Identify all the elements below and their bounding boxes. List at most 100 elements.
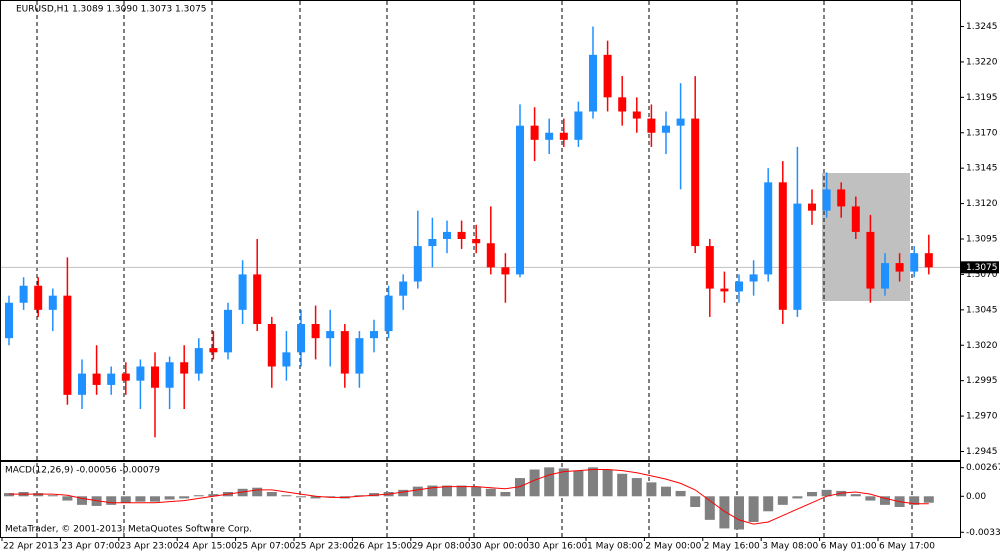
candle-body xyxy=(881,263,889,289)
candle-body xyxy=(530,125,539,140)
macd-bar xyxy=(427,485,438,497)
macd-bar xyxy=(850,494,861,497)
y-tick-label: 0.00267 xyxy=(966,463,1000,473)
macd-bar xyxy=(296,496,306,498)
candle-body xyxy=(297,324,305,353)
macd-bar xyxy=(923,496,934,503)
macd-bar xyxy=(47,495,58,497)
candle-body xyxy=(92,373,101,385)
y-tick-label: 1.3120 xyxy=(966,199,998,209)
x-tick-label: 26 Apr 15:00 xyxy=(353,542,412,552)
y-tick-label: 1.2970 xyxy=(966,412,998,422)
candle-body xyxy=(121,373,130,381)
candle-body xyxy=(822,189,831,211)
macd-bar xyxy=(909,496,920,505)
candle-body xyxy=(326,331,335,339)
candle-body xyxy=(19,285,28,303)
macd-bar xyxy=(354,495,365,497)
macd-bar xyxy=(398,489,409,497)
macd-bar xyxy=(558,468,569,497)
candle-body xyxy=(559,132,568,140)
candle-body xyxy=(107,373,116,385)
candle-body xyxy=(895,263,904,272)
y-tick-label: 1.2995 xyxy=(966,376,998,386)
candle-body xyxy=(793,203,802,310)
candle-body xyxy=(311,324,320,339)
macd-bar xyxy=(617,473,628,497)
candle-body xyxy=(749,274,758,282)
y-tick-label: 1.3170 xyxy=(966,128,998,138)
candle-body xyxy=(691,118,700,247)
macd-bar xyxy=(33,493,44,497)
x-tick-label: 29 Apr 08:00 xyxy=(412,542,471,552)
macd-bar xyxy=(573,470,584,497)
candle-body xyxy=(165,362,174,388)
macd-bar xyxy=(106,496,117,505)
candle-body xyxy=(180,362,189,374)
copyright: MetaTrader, © 2001-2013, MetaQuotes Soft… xyxy=(5,525,252,535)
macd-bar xyxy=(179,496,190,499)
candle-body xyxy=(428,239,437,247)
x-tick-label: 30 Apr 00:00 xyxy=(470,542,529,552)
macd-bar xyxy=(880,496,890,505)
candle-body xyxy=(224,309,232,353)
macd-bar xyxy=(500,492,511,497)
candle-body xyxy=(136,366,145,381)
x-tick-label: 25 Apr 07:00 xyxy=(237,542,296,552)
x-tick-label: 6 May 17:00 xyxy=(879,542,935,552)
x-tick-label: 1 May 08:00 xyxy=(587,542,643,552)
macd-bar xyxy=(369,493,379,497)
x-tick-label: 23 Apr 23:00 xyxy=(120,542,179,552)
candle-body xyxy=(662,125,670,133)
y-tick-label: 1.3195 xyxy=(966,93,998,103)
candle-body xyxy=(194,348,203,374)
macd-bar xyxy=(865,496,876,501)
candle-body xyxy=(48,295,57,310)
macd-bar xyxy=(120,496,131,503)
candle-body xyxy=(764,182,773,275)
signal-line xyxy=(9,469,929,525)
candle-body xyxy=(486,243,495,268)
candle-body xyxy=(778,182,787,310)
x-tick-label: 2 May 16:00 xyxy=(704,542,760,552)
x-tick-label: 24 Apr 15:00 xyxy=(178,542,237,552)
candle-body xyxy=(735,281,743,292)
candle-body xyxy=(355,338,364,374)
macd-bar xyxy=(704,496,715,520)
candle-body xyxy=(866,231,875,289)
y-tick-label: 1.3045 xyxy=(966,305,998,315)
candle-body xyxy=(384,295,393,332)
candle-body xyxy=(78,373,86,395)
macd-bar xyxy=(77,496,87,505)
candle-body xyxy=(370,331,378,339)
candle-body xyxy=(457,231,466,239)
macd-bar xyxy=(544,467,555,497)
macd-bar xyxy=(646,482,657,497)
macd-bar xyxy=(310,496,321,499)
candle-body xyxy=(501,267,510,275)
candle-body xyxy=(632,111,641,119)
macd-bar xyxy=(62,496,73,501)
macd-pane-border xyxy=(0,461,961,538)
macd-bar xyxy=(821,489,832,497)
macd-bar xyxy=(4,493,14,497)
candle-body xyxy=(705,246,714,289)
candle-body xyxy=(910,253,919,272)
candle-body xyxy=(209,348,218,353)
current-price-label: 1.3075 xyxy=(966,263,998,273)
y-tick-label: 0.00 xyxy=(966,492,986,502)
macd-bar xyxy=(164,496,175,500)
candle-body xyxy=(253,274,262,324)
macd-bar xyxy=(281,495,292,497)
candle-body xyxy=(516,125,524,275)
main-pane-border xyxy=(0,0,961,461)
macd-bar xyxy=(471,486,482,497)
macd-bar xyxy=(135,496,146,502)
current-price-box xyxy=(961,261,999,274)
x-tick-label: 3 May 08:00 xyxy=(762,542,818,552)
y-tick-label: 1.3245 xyxy=(966,22,998,32)
macd-bar xyxy=(91,496,102,506)
x-tick-label: 23 Apr 07:00 xyxy=(61,542,120,552)
macd-bar xyxy=(252,487,263,497)
